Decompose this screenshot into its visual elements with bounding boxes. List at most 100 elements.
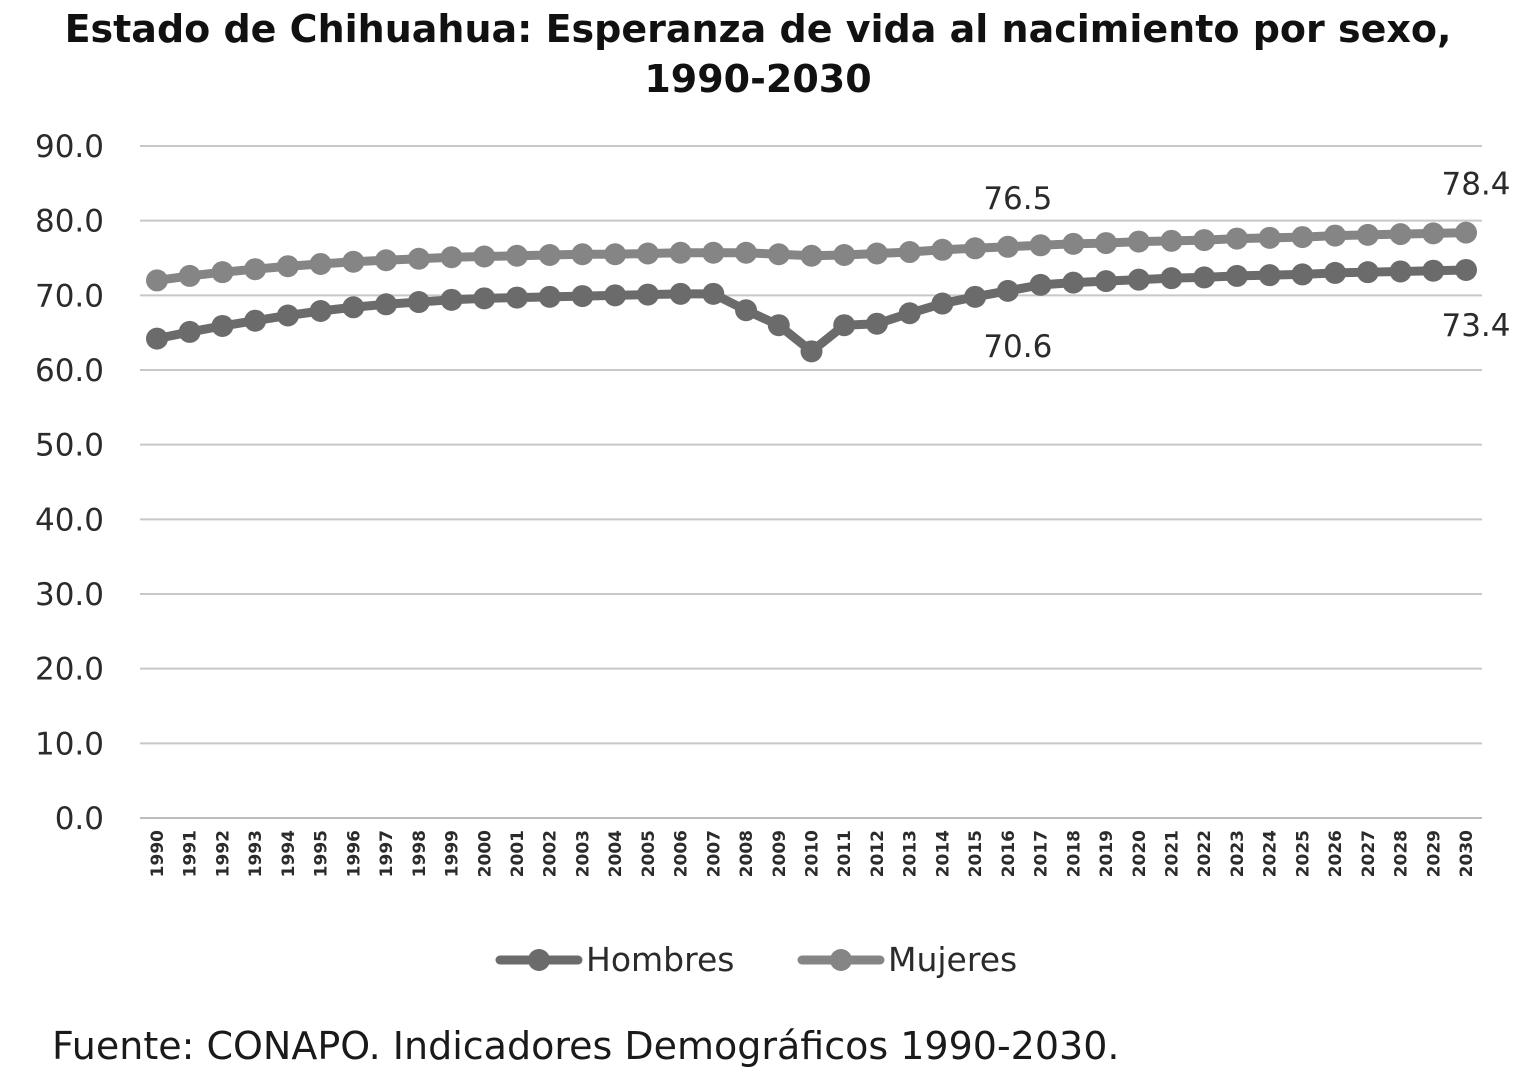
data-point [898, 302, 921, 325]
x-tick-label: 2009 [770, 830, 790, 877]
data-point [1258, 264, 1281, 287]
x-tick-label: 2019 [1097, 830, 1117, 877]
legend-marker [830, 949, 852, 971]
y-tick-label: 30.0 [35, 577, 104, 613]
data-point [931, 238, 954, 261]
data-point [996, 279, 1019, 302]
data-point [375, 249, 398, 272]
data-point [276, 255, 299, 278]
data-point [538, 285, 561, 308]
chart-title-line-2: 1990-2030 [644, 57, 872, 101]
data-point [1455, 221, 1477, 244]
data-point [1324, 261, 1347, 284]
data-label: 73.4 [1441, 308, 1510, 344]
data-point [931, 292, 954, 315]
data-point [375, 293, 398, 316]
legend: Hombres Mujeres [495, 940, 1017, 979]
data-point [1324, 224, 1347, 247]
data-point [735, 299, 758, 322]
x-tick-label: 2029 [1424, 830, 1444, 877]
data-point [146, 327, 168, 350]
source-note: Fuente: CONAPO. Indicadores Demográficos… [52, 1024, 1120, 1068]
legend-item-hombres: Hombres [495, 940, 734, 979]
data-point [538, 244, 561, 267]
line-chart: 0.010.020.030.040.050.060.070.080.090.0 … [35, 129, 1511, 979]
x-tick-label: 2020 [1130, 830, 1150, 877]
data-point [1193, 229, 1216, 252]
data-point [211, 261, 234, 284]
x-tick-label: 2005 [639, 830, 659, 877]
data-point [1225, 264, 1248, 287]
x-tick-label: 2025 [1293, 830, 1313, 877]
data-point [1095, 270, 1118, 293]
data-point [1193, 266, 1216, 289]
legend-label: Mujeres [888, 940, 1017, 979]
x-tick-label: 2016 [999, 830, 1019, 877]
x-tick-label: 1994 [279, 830, 299, 877]
data-point [669, 282, 692, 305]
data-point [767, 243, 790, 266]
data-point [604, 284, 627, 307]
y-tick-label: 50.0 [35, 428, 104, 464]
data-point [244, 258, 267, 281]
data-label: 76.5 [983, 181, 1052, 217]
data-point [1356, 261, 1379, 284]
data-label: 78.4 [1441, 167, 1510, 203]
data-point [1062, 232, 1085, 255]
x-tick-label: 1995 [312, 830, 332, 877]
data-point [996, 235, 1019, 258]
x-tick-label: 2012 [868, 830, 888, 877]
data-point [865, 242, 888, 265]
data-point [505, 244, 528, 267]
x-tick-label: 2002 [541, 830, 561, 877]
data-point [1127, 230, 1150, 253]
data-point [1029, 234, 1052, 257]
data-point [1291, 226, 1314, 249]
data-point [178, 264, 201, 287]
data-point [702, 241, 725, 264]
data-point [1127, 268, 1150, 291]
x-tick-label: 1991 [181, 830, 201, 877]
data-label: 70.6 [983, 329, 1052, 365]
data-point [440, 246, 463, 269]
data-point [1225, 227, 1248, 250]
data-point [342, 296, 365, 319]
x-tick-label: 2014 [933, 830, 953, 877]
x-tick-label: 2018 [1064, 830, 1084, 877]
data-point [1029, 273, 1052, 296]
data-point [1356, 223, 1379, 246]
data-point [865, 312, 888, 335]
data-point [800, 340, 823, 363]
x-tick-label: 2000 [475, 830, 495, 877]
data-point [767, 314, 790, 337]
series-group [146, 221, 1477, 363]
x-tick-label: 2015 [966, 830, 986, 877]
data-point [1455, 258, 1477, 281]
data-point [146, 269, 168, 292]
data-point [571, 285, 594, 308]
x-tick-label: 2010 [803, 830, 823, 877]
x-tick-label: 2030 [1457, 830, 1477, 877]
data-point [1291, 263, 1314, 286]
x-tick-label: 1999 [443, 830, 463, 877]
data-point [571, 243, 594, 266]
x-tick-label: 2011 [835, 830, 855, 877]
x-tick-label: 1998 [410, 830, 430, 877]
x-tick-label: 1990 [148, 830, 168, 877]
y-axis-ticks: 0.0 10.0 20.0 30.0 40.0 50.0 60.0 70.0 80.0 90.0 [35, 129, 104, 837]
data-point [473, 245, 496, 268]
grid-lines [140, 145, 1482, 819]
y-tick-label: 40.0 [35, 502, 104, 538]
x-tick-label: 2007 [704, 830, 724, 877]
data-point [702, 282, 725, 305]
data-point [1422, 222, 1445, 245]
x-tick-label: 2006 [672, 830, 692, 877]
data-point [833, 244, 856, 267]
data-point [309, 252, 332, 275]
legend-label: Hombres [586, 940, 734, 979]
x-tick-label: 2004 [606, 830, 626, 877]
y-tick-label: 0.0 [55, 801, 104, 837]
data-point [669, 241, 692, 264]
data-point [407, 291, 430, 314]
x-tick-label: 2026 [1326, 830, 1346, 877]
